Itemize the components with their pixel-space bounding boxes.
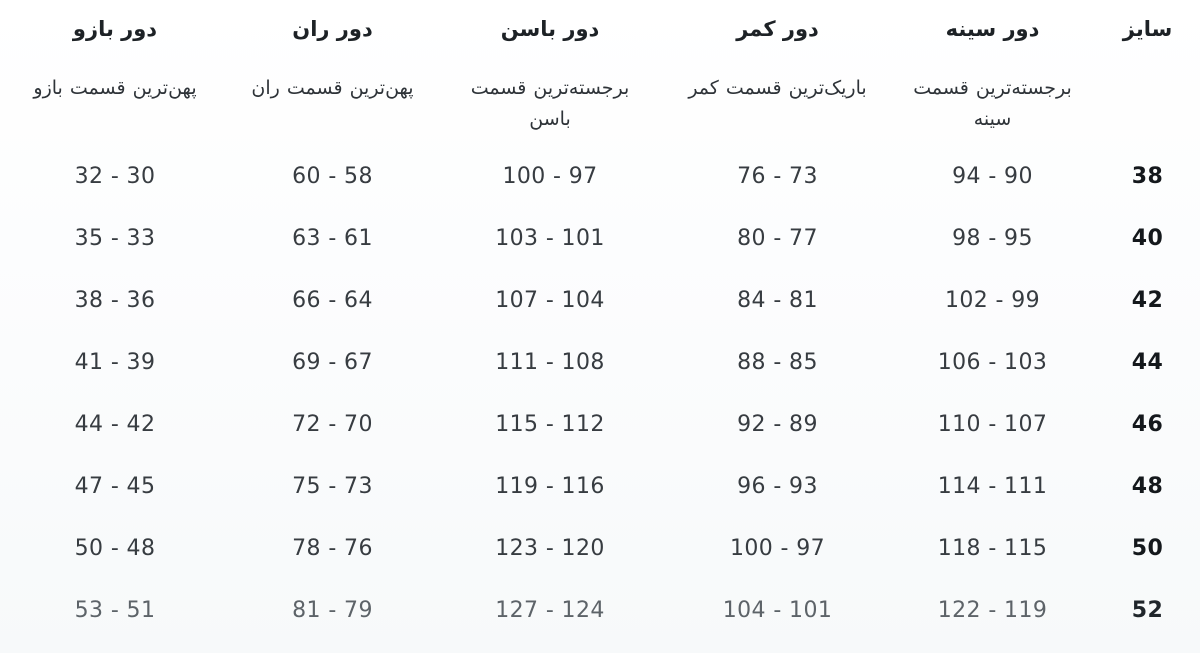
cell-bust: 102 - 99	[944, 287, 1041, 313]
cell-arm: 44 - 42	[74, 411, 156, 437]
table-body: 38 94 - 90 76 - 73 100 - 97 60 - 58 32 -…	[0, 145, 1200, 641]
column-subtitle-thigh: پهن‌ترین قسمت ران	[251, 77, 414, 100]
cell-size: 50	[1131, 535, 1164, 561]
cell-size: 42	[1131, 287, 1164, 313]
table-row: 50 118 - 115 100 - 97 123 - 120 78 - 76 …	[0, 517, 1200, 579]
column-header-arm: دور بازو پهن‌ترین قسمت بازو	[0, 0, 230, 145]
table-row: 40 98 - 95 80 - 77 103 - 101 63 - 61 35 …	[0, 207, 1200, 269]
cell-arm: 50 - 48	[74, 535, 156, 561]
cell-hip: 119 - 116	[495, 473, 605, 499]
column-title-thigh: دور ران	[292, 17, 373, 41]
cell-bust: 106 - 103	[937, 349, 1048, 375]
cell-arm: 41 - 39	[74, 349, 156, 375]
cell-thigh: 75 - 73	[292, 473, 373, 499]
column-header-hip: دور باسن برجسته‌ترین قسمت باسن	[435, 0, 665, 145]
cell-arm: 53 - 51	[74, 597, 156, 623]
cell-waist: 96 - 93	[737, 473, 818, 499]
cell-hip: 100 - 97	[502, 163, 598, 189]
column-subtitle-waist: باریک‌ترین قسمت کمر	[688, 77, 867, 100]
column-header-thigh: دور ران پهن‌ترین قسمت ران	[230, 0, 435, 145]
cell-bust: 122 - 119	[937, 597, 1048, 623]
cell-hip: 103 - 101	[495, 225, 605, 251]
cell-size: 52	[1131, 597, 1164, 623]
cell-hip: 115 - 112	[495, 411, 605, 437]
column-subtitle-hip: برجسته‌ترین قسمت باسن	[470, 77, 630, 131]
table-row: 46 110 - 107 92 - 89 115 - 112 72 - 70 4…	[0, 393, 1200, 455]
column-title-hip: دور باسن	[500, 17, 600, 41]
cell-hip: 123 - 120	[495, 535, 605, 561]
cell-thigh: 63 - 61	[292, 225, 373, 251]
cell-thigh: 72 - 70	[292, 411, 373, 437]
cell-thigh: 78 - 76	[292, 535, 373, 561]
cell-waist: 92 - 89	[737, 411, 818, 437]
cell-hip: 127 - 124	[495, 597, 605, 623]
table-header: سایز دور سینه برجسته‌ترین قسمت سینه دور …	[0, 0, 1200, 145]
column-header-size: سایز	[1095, 0, 1200, 145]
cell-size: 40	[1131, 225, 1164, 251]
cell-bust: 94 - 90	[952, 163, 1033, 189]
cell-waist: 104 - 101	[722, 597, 833, 623]
cell-thigh: 81 - 79	[292, 597, 373, 623]
column-subtitle-arm: پهن‌ترین قسمت بازو	[33, 77, 197, 100]
column-subtitle-bust: برجسته‌ترین قسمت سینه	[913, 77, 1072, 131]
cell-arm: 35 - 33	[74, 225, 156, 251]
cell-size: 38	[1131, 163, 1164, 189]
cell-thigh: 69 - 67	[292, 349, 373, 375]
cell-arm: 32 - 30	[74, 163, 156, 189]
column-title-waist: دور کمر	[736, 17, 819, 41]
cell-bust: 98 - 95	[952, 225, 1033, 251]
cell-thigh: 66 - 64	[292, 287, 373, 313]
cell-size: 46	[1131, 411, 1164, 437]
cell-waist: 100 - 97	[729, 535, 826, 561]
table-row: 48 114 - 111 96 - 93 119 - 116 75 - 73 4…	[0, 455, 1200, 517]
table-header-row: سایز دور سینه برجسته‌ترین قسمت سینه دور …	[0, 0, 1200, 145]
column-title-size: سایز	[1122, 17, 1173, 41]
cell-hip: 111 - 108	[495, 349, 605, 375]
table-row: 52 122 - 119 104 - 101 127 - 124 81 - 79…	[0, 579, 1200, 641]
cell-waist: 84 - 81	[737, 287, 818, 313]
cell-bust: 110 - 107	[937, 411, 1048, 437]
column-header-bust: دور سینه برجسته‌ترین قسمت سینه	[890, 0, 1095, 145]
table-row: 38 94 - 90 76 - 73 100 - 97 60 - 58 32 -…	[0, 145, 1200, 207]
cell-arm: 38 - 36	[74, 287, 156, 313]
table-row: 42 102 - 99 84 - 81 107 - 104 66 - 64 38…	[0, 269, 1200, 331]
column-title-bust: دور سینه	[945, 17, 1040, 41]
column-title-arm: دور بازو	[72, 17, 158, 41]
cell-hip: 107 - 104	[495, 287, 605, 313]
cell-arm: 47 - 45	[74, 473, 156, 499]
cell-waist: 88 - 85	[737, 349, 818, 375]
cell-size: 48	[1131, 473, 1164, 499]
cell-bust: 114 - 111	[937, 473, 1048, 499]
cell-size: 44	[1131, 349, 1164, 375]
cell-bust: 118 - 115	[937, 535, 1048, 561]
cell-thigh: 60 - 58	[292, 163, 373, 189]
column-header-waist: دور کمر باریک‌ترین قسمت کمر	[665, 0, 890, 145]
cell-waist: 80 - 77	[737, 225, 818, 251]
table-row: 44 106 - 103 88 - 85 111 - 108 69 - 67 4…	[0, 331, 1200, 393]
cell-waist: 76 - 73	[737, 163, 818, 189]
